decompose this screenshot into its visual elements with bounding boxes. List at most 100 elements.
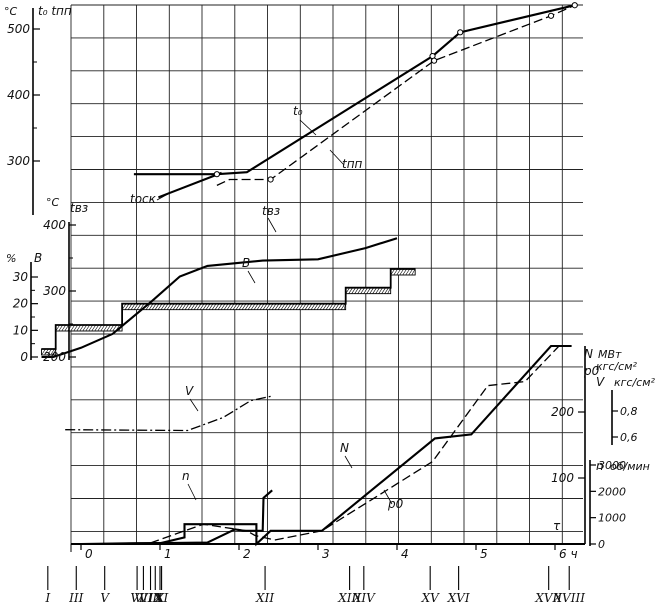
b-hatch-line — [334, 303, 340, 310]
series-group — [41, 2, 578, 547]
n-speed-title: n — [596, 459, 604, 473]
b-hatch-line — [82, 324, 87, 332]
series-annotation: tвз — [262, 204, 280, 218]
series-t₀-point — [213, 171, 220, 178]
series-tвз-line — [41, 237, 398, 359]
n-speed-tick-label: 2000 — [598, 485, 626, 498]
p0-tick-label: 100 — [551, 471, 574, 485]
b-hatch-line — [97, 324, 102, 332]
stage-label: XVI — [447, 591, 470, 605]
b-hatch-line — [325, 303, 331, 310]
series-annotation: N — [340, 441, 349, 455]
b-hatch-line — [44, 348, 49, 356]
stage-label: VIII — [139, 591, 162, 605]
stage-label: XVIII — [553, 591, 586, 605]
b-hatch-line — [172, 303, 178, 310]
series-tоск-line — [158, 171, 222, 199]
v-tick-label: 0,6 — [620, 431, 638, 444]
stage-label: I — [44, 591, 50, 605]
b-hatch-line — [393, 268, 398, 276]
stage-label: XI — [154, 591, 169, 605]
series-annotation: t₀ — [293, 104, 303, 118]
stage-label: III — [68, 591, 83, 605]
b-hatch-line — [369, 287, 374, 294]
b-tick-label: 30 — [13, 270, 29, 284]
b-hatch-line — [151, 303, 157, 310]
b-hatch-line — [160, 303, 166, 310]
b-hatch-line — [304, 303, 310, 310]
b-hatch-line — [148, 303, 154, 310]
v-title: V — [596, 375, 605, 389]
b-hatch-line — [163, 303, 169, 310]
tvz-tick-label: 200 — [43, 350, 66, 364]
b-hatch-line — [88, 324, 93, 332]
b-hatch-line — [265, 303, 271, 310]
steam-tick-label: 500 — [7, 22, 30, 36]
stage-label: XII — [255, 591, 274, 605]
b-hatch-line — [331, 303, 337, 310]
b-hatch-line — [381, 287, 386, 294]
stage-label: XVII — [534, 591, 562, 605]
b-hatch-line — [354, 287, 359, 294]
b-hatch-line — [310, 303, 316, 310]
grid — [70, 4, 583, 544]
p0-tick-label: 200 — [551, 405, 574, 419]
b-tick-label: 10 — [13, 323, 29, 337]
b-hatch-line — [187, 303, 193, 310]
b-hatch-line — [357, 287, 362, 294]
tvz-tick-label: 400 — [43, 218, 66, 232]
series-tпп-line — [216, 4, 576, 186]
b-hatch-line — [253, 303, 259, 310]
n-speed-unit: об/мин — [610, 460, 650, 473]
n-speed-tick-label: 1000 — [598, 512, 626, 525]
series-tпп-point — [267, 176, 274, 183]
b-hatch-line — [235, 303, 241, 310]
n-power-unit: МВт — [598, 348, 622, 361]
tvz-title: tвз — [70, 201, 88, 215]
b-hatch-line — [289, 303, 295, 310]
b-hatch-line — [223, 303, 229, 310]
b-hatch-line — [268, 303, 274, 310]
time-tick-label: 6 ч — [559, 547, 578, 561]
b-hatch-line — [259, 303, 265, 310]
series-t₀-line — [133, 4, 576, 176]
b-hatch-line — [244, 303, 250, 310]
series-tпп-point — [547, 12, 555, 19]
annotation-leader — [156, 193, 169, 201]
steam-tick-label: 400 — [7, 88, 30, 102]
stage-label: IX — [148, 591, 163, 605]
annotation-leader — [189, 398, 199, 412]
b-hatch-line — [184, 303, 190, 310]
b-hatch-line — [387, 287, 391, 294]
v-unit: кгс/см² — [614, 376, 656, 389]
b-unit: % — [6, 252, 16, 265]
b-hatch-line — [274, 303, 280, 310]
annotation-leader — [187, 483, 197, 501]
n-speed-tick-label: 3000 — [598, 459, 626, 472]
b-hatch-line — [372, 287, 377, 294]
series-N-line — [156, 344, 572, 547]
n-speed-tick-label: 0 — [598, 538, 605, 551]
series-annotation: tпп — [342, 157, 363, 171]
series-V-line — [65, 395, 271, 432]
annotation-leader — [383, 489, 393, 505]
series-annotation: V — [185, 384, 194, 398]
b-hatch-line — [322, 303, 328, 310]
stage-label: XV — [421, 591, 441, 605]
b-hatch-line — [348, 287, 353, 294]
b-hatch-line — [76, 324, 81, 332]
b-hatch-line — [402, 268, 407, 276]
b-hatch-line — [178, 303, 184, 310]
b-hatch-line — [94, 324, 99, 332]
b-hatch-line — [106, 324, 111, 332]
b-hatch-line — [190, 303, 196, 310]
stage-label: VI — [130, 591, 144, 605]
b-hatch-line — [196, 303, 202, 310]
b-hatch-line — [181, 303, 187, 310]
time-tick-label: 5 — [480, 547, 488, 561]
b-hatch-line — [396, 268, 401, 276]
annotation-leader — [299, 119, 317, 136]
b-hatch-line — [214, 303, 220, 310]
series-annotation: tоск — [130, 192, 157, 206]
b-tick-label: 0 — [20, 350, 28, 364]
